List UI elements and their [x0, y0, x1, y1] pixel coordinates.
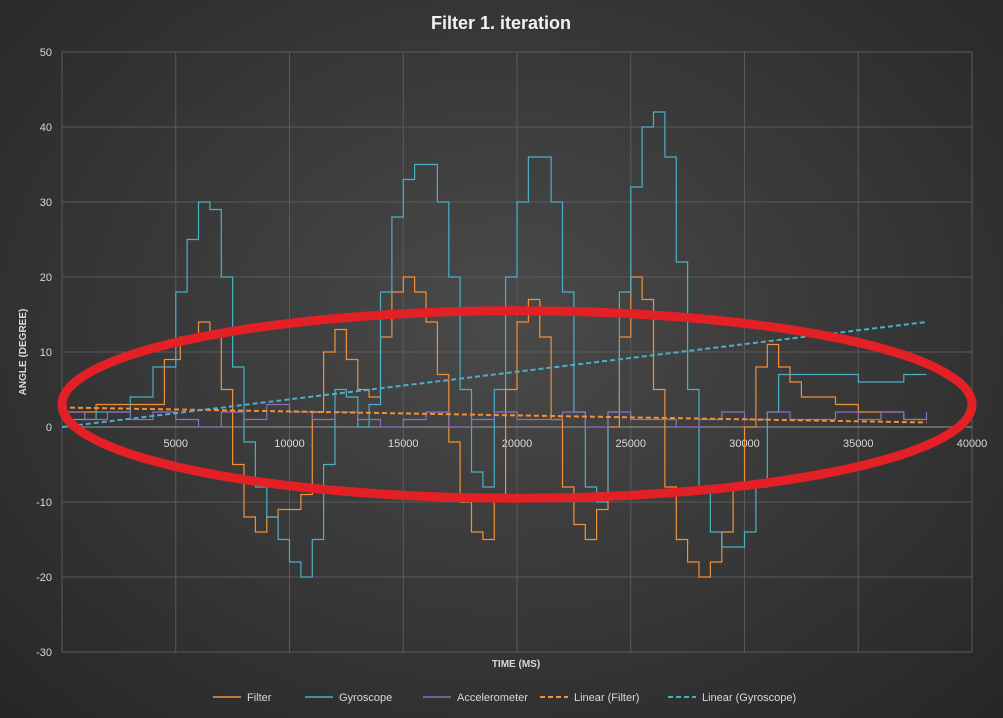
series-lines	[61, 111, 928, 578]
series-line-gyroscope	[62, 111, 927, 578]
series-line-accelerometer	[62, 403, 928, 428]
x-tick-label-0: 5000	[164, 438, 188, 450]
x-tick-label-4: 25000	[615, 438, 646, 450]
legend: Filter Gyroscope Accelerometer Linear (Filt…	[213, 692, 796, 704]
y-tick-label-5: 20	[40, 272, 52, 284]
red-ellipse-annotation	[57, 306, 977, 503]
y-tick-label-7: 40	[40, 122, 52, 134]
x-tick-label-7: 40000	[957, 438, 988, 450]
y-tick-label-6: 30	[40, 197, 52, 209]
y-tick-label-1: -20	[36, 572, 52, 584]
series-line-linear-gyroscope	[61, 321, 927, 428]
legend-label-linear-gyroscope: Linear (Gyroscope)	[702, 692, 796, 704]
annotation-layer	[57, 306, 977, 503]
y-tick-label-3: 0	[46, 422, 52, 434]
y-axis-title: ANGLE (DEGREE)	[18, 309, 29, 396]
y-tick-label-8: 50	[40, 47, 52, 59]
x-axis-title: TIME (MS)	[492, 659, 540, 670]
legend-label-filter: Filter	[247, 692, 272, 704]
x-tick-label-6: 35000	[843, 438, 874, 450]
tick-labels: 5000 10000 15000 20000 25000 30000 35000 40000-…	[36, 47, 987, 659]
legend-label-gyroscope: Gyroscope	[339, 692, 392, 704]
y-tick-label-0: -30	[36, 647, 52, 659]
x-tick-label-3: 20000	[502, 438, 533, 450]
x-tick-label-2: 15000	[388, 438, 419, 450]
y-tick-label-2: -10	[36, 497, 52, 509]
y-tick-label-4: 10	[40, 347, 52, 359]
legend-label-linear-filter: Linear (Filter)	[574, 692, 639, 704]
chart-title: Filter 1. iteration	[431, 13, 571, 33]
legend-label-accelerometer: Accelerometer	[457, 692, 528, 704]
x-tick-label-1: 10000	[274, 438, 305, 450]
